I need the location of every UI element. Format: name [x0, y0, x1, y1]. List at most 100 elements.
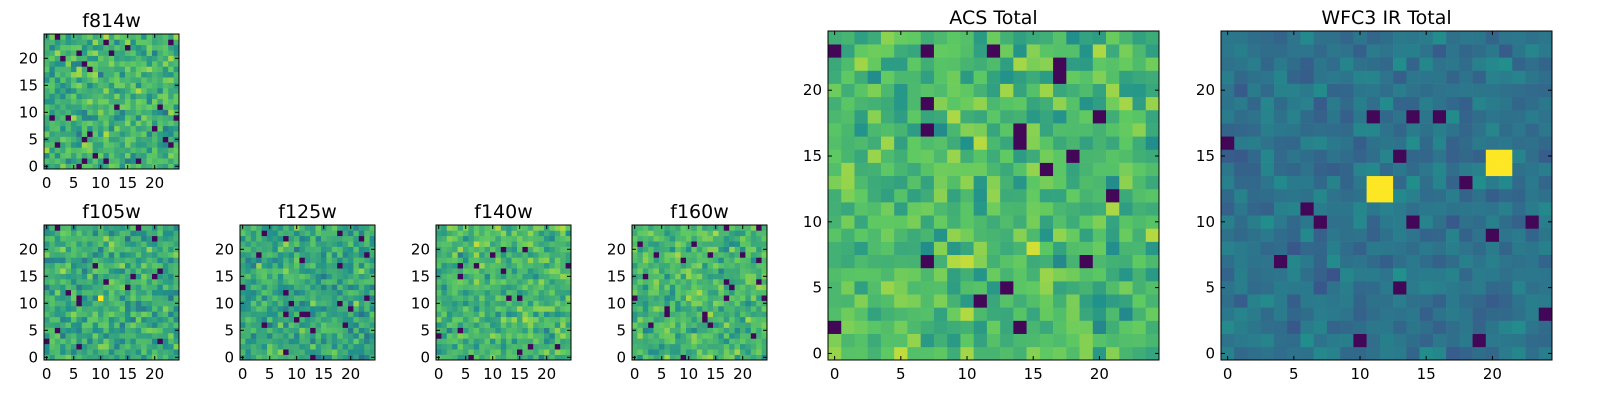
- heatmap-cell: [473, 235, 480, 242]
- heatmap-cell: [1485, 267, 1500, 282]
- heatmap-cell: [894, 70, 908, 84]
- heatmap-cell: [1353, 333, 1367, 348]
- heatmap-cell: [632, 333, 638, 339]
- heatmap-cell: [1273, 215, 1288, 229]
- heatmap-cell: [146, 241, 153, 247]
- heatmap-cell: [103, 241, 110, 247]
- heatmap-cell: [446, 241, 453, 247]
- heatmap-cell: [828, 175, 842, 190]
- heatmap-cell: [71, 262, 77, 269]
- heatmap-cell: [867, 281, 882, 295]
- heatmap-cell: [669, 252, 676, 258]
- heatmap-cell: [1538, 281, 1553, 295]
- heatmap-cell: [1039, 254, 1054, 269]
- heatmap-cell: [960, 241, 974, 256]
- heatmap-cell: [92, 279, 99, 285]
- heatmap-cell: [130, 61, 137, 67]
- heatmap-cell: [841, 215, 855, 229]
- heatmap-cell: [675, 262, 681, 269]
- heatmap-cell: [473, 316, 480, 323]
- heatmap-cell: [740, 311, 746, 318]
- heatmap-cell: [60, 163, 66, 170]
- y-tick-label: 15: [803, 147, 822, 165]
- heatmap-cell: [490, 338, 496, 345]
- heatmap-cell: [457, 311, 464, 318]
- heatmap-cell: [315, 322, 322, 328]
- heatmap-cell: [119, 262, 126, 269]
- heatmap-cell: [299, 306, 306, 312]
- heatmap-cell: [135, 34, 142, 40]
- heatmap-cell: [173, 115, 180, 121]
- heatmap-cell: [1512, 109, 1526, 124]
- heatmap-cell: [299, 262, 306, 269]
- heatmap-cell: [114, 71, 120, 78]
- heatmap-cell: [1066, 202, 1080, 216]
- heatmap-cell: [353, 246, 360, 253]
- heatmap-cell: [446, 327, 453, 334]
- heatmap-cell: [1406, 83, 1420, 98]
- heatmap-cell: [44, 311, 50, 318]
- heatmap-cell: [1313, 31, 1328, 45]
- heatmap-cell: [337, 316, 343, 323]
- heatmap-cell: [446, 316, 453, 323]
- heatmap-cell: [44, 349, 50, 355]
- heatmap-cell: [135, 225, 142, 231]
- heatmap-cell: [98, 241, 104, 247]
- heatmap-cell: [1260, 70, 1275, 84]
- heatmap-cell: [920, 346, 935, 361]
- heatmap-cell: [490, 230, 496, 237]
- heatmap-cell: [745, 225, 752, 231]
- heatmap-cell: [125, 241, 131, 247]
- heatmap-cell: [152, 316, 158, 323]
- heatmap-cell: [98, 158, 104, 164]
- heatmap-cell: [538, 300, 545, 307]
- heatmap-cell: [288, 289, 295, 296]
- heatmap-cell: [337, 327, 343, 334]
- heatmap-cell: [1119, 83, 1133, 98]
- heatmap-cell: [54, 354, 61, 361]
- heatmap-cell: [1053, 281, 1067, 295]
- heatmap-cell: [135, 104, 142, 110]
- heatmap-cell: [495, 349, 502, 355]
- heatmap-cell: [1273, 281, 1288, 295]
- heatmap-cell: [119, 241, 126, 247]
- heatmap-cell: [44, 71, 50, 78]
- heatmap-cell: [1079, 294, 1094, 308]
- heatmap-cell: [1026, 254, 1041, 269]
- heatmap-cell: [348, 322, 354, 328]
- heatmap-cell: [1260, 228, 1275, 242]
- heatmap-cell: [1273, 44, 1288, 58]
- heatmap-cell: [65, 279, 72, 285]
- heatmap-cell: [353, 333, 360, 339]
- heatmap-cell: [141, 343, 147, 350]
- heatmap-cell: [675, 257, 681, 264]
- x-tick-label: 15: [118, 174, 137, 192]
- heatmap-cell: [522, 306, 529, 312]
- heatmap-cell: [98, 289, 104, 296]
- heatmap-cell: [517, 289, 523, 296]
- heatmap-cell: [162, 246, 169, 253]
- heatmap-cell: [331, 295, 338, 301]
- heatmap-cell: [65, 241, 72, 247]
- heatmap-cell: [1326, 188, 1341, 203]
- heatmap-cell: [1459, 267, 1473, 282]
- heatmap-cell: [1132, 281, 1147, 295]
- heatmap-cell: [76, 55, 83, 62]
- heatmap-cell: [141, 55, 147, 62]
- heatmap-cell: [1260, 346, 1275, 361]
- heatmap-cell: [522, 268, 529, 274]
- heatmap-cell: [933, 57, 948, 71]
- heatmap-cell: [729, 327, 735, 334]
- heatmap-cell: [549, 230, 556, 237]
- heatmap-cell: [452, 349, 458, 355]
- heatmap-cell: [54, 152, 61, 159]
- heatmap-cell: [92, 88, 99, 94]
- heatmap-cell: [44, 257, 50, 264]
- heatmap-cell: [60, 142, 66, 148]
- heatmap-cell: [108, 333, 115, 339]
- f814w-axes-frame: [43, 33, 180, 170]
- heatmap-cell: [44, 61, 50, 67]
- heatmap-cell: [168, 109, 174, 116]
- heatmap-cell: [686, 273, 692, 280]
- heatmap-cell: [907, 267, 921, 282]
